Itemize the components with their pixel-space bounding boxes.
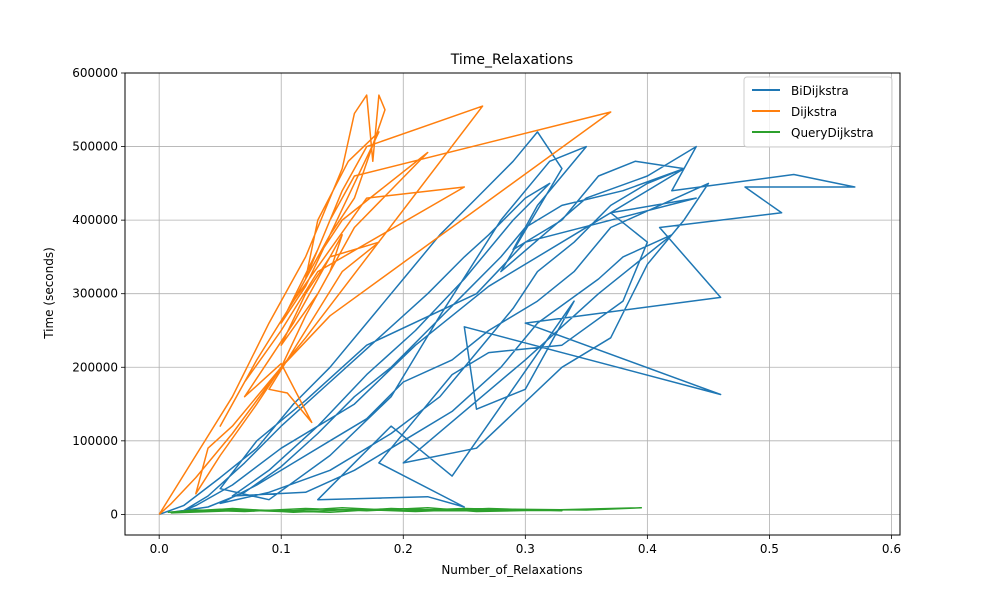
x-axis-label: Number_of_Relaxations [441, 563, 582, 577]
y-tick-label: 100000 [72, 434, 118, 448]
plot-frame [124, 72, 901, 536]
chart-title: Time_Relaxations [450, 52, 573, 68]
x-tick-label: 0.5 [760, 542, 779, 556]
legend-label-querydijkstra: QueryDijkstra [791, 126, 874, 140]
y-tick-label: 300000 [72, 287, 118, 301]
x-tick-label: 0.0 [150, 542, 169, 556]
x-axis: 0.0 0.1 0.2 0.3 0.4 0.5 0.6 [150, 535, 901, 556]
x-tick-label: 0.1 [272, 542, 291, 556]
legend-label-dijkstra: Dijkstra [791, 105, 837, 119]
y-axis-label: Time (seconds) [42, 247, 56, 340]
series-line-dijkstra [158, 94, 612, 515]
y-tick-label: 0 [110, 507, 118, 521]
series-line-querydijkstra [167, 507, 643, 514]
y-tick-label: 500000 [72, 140, 118, 154]
legend-box [743, 76, 893, 148]
x-tick-label: 0.3 [516, 542, 535, 556]
legend: BiDijkstra Dijkstra QueryDijkstra [743, 76, 893, 148]
y-tick-label: 600000 [72, 66, 118, 80]
y-axis: 0 100000 200000 300000 400000 500000 600000 [72, 66, 125, 521]
y-tick-label: 200000 [72, 360, 118, 374]
x-tick-label: 0.2 [394, 542, 413, 556]
series-line-bidijkstra [158, 131, 856, 516]
y-tick-label: 400000 [72, 213, 118, 227]
legend-label-bidijkstra: BiDijkstra [791, 84, 849, 98]
series-layer [158, 94, 856, 516]
x-tick-label: 0.6 [882, 542, 901, 556]
x-tick-label: 0.4 [638, 542, 657, 556]
